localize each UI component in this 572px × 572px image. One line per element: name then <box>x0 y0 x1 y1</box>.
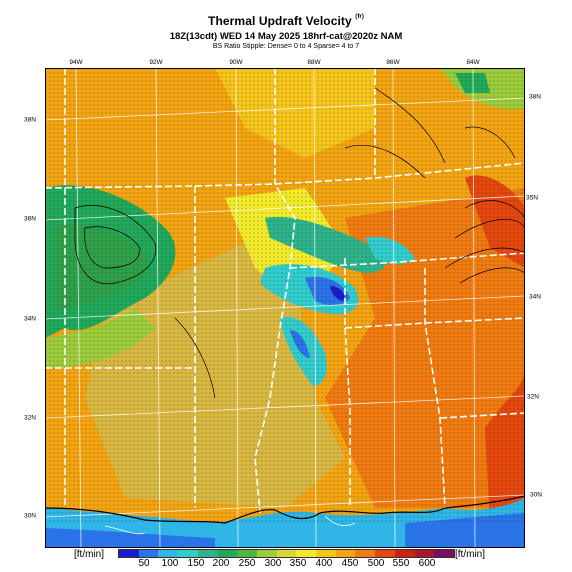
colorbar-label-150: 150 <box>187 558 205 569</box>
gulf-deep <box>45 528 215 548</box>
colorbar-label-50: 50 <box>138 558 150 569</box>
state-borders <box>45 68 525 514</box>
colorbar-segment <box>158 550 179 557</box>
lat-label-left-32n: 32N <box>24 414 36 422</box>
lon-label-90w: 90W <box>229 59 243 66</box>
colorbar-segment <box>256 550 277 557</box>
colorbar-segment <box>355 550 376 557</box>
colorbar-label-450: 450 <box>341 558 359 569</box>
lat-label-left-30n: 30N <box>24 512 36 520</box>
colorbar-label-550: 550 <box>392 558 410 569</box>
legend-unit-left: [ft/min] <box>74 549 105 560</box>
colorbar-segment <box>237 550 257 557</box>
colorbar-segment <box>119 550 139 557</box>
map-title: Thermal Updraft Velocity (fr) <box>0 14 572 28</box>
water-outlines <box>104 515 356 535</box>
colorbar-segment <box>335 550 356 557</box>
colorbar-label-200: 200 <box>212 558 230 569</box>
lon-label-84w: 84W <box>466 59 480 66</box>
coastline <box>45 495 525 524</box>
legend-unit-right: [ft/min] <box>455 549 486 560</box>
lon-label-94w: 94W <box>69 59 83 66</box>
colorbar-label-600: 600 <box>418 558 436 569</box>
title-unit: (fr) <box>355 14 364 20</box>
lat-label-left-34n: 34N <box>24 315 36 323</box>
lat-label-left-36n: 36N <box>24 215 36 223</box>
colorbar-segment <box>178 550 198 557</box>
updraft-map <box>45 68 525 548</box>
colorbar <box>118 549 455 558</box>
lon-label-88w: 88W <box>307 59 321 66</box>
colorbar-segment <box>316 550 336 557</box>
lat-label-right-35n: 35N <box>526 194 538 202</box>
stipple-legend-text: BS Ratio Stipple: Dense= 0 to 4 Sparse= … <box>212 43 360 50</box>
colorbar-segment <box>296 550 317 557</box>
colorbar-segment <box>394 550 415 557</box>
valid-time: 18Z(13cdt) WED 14 May 2025 <box>169 31 301 42</box>
colorbar-segment <box>375 550 395 557</box>
colorbar-segment <box>414 550 435 557</box>
lon-label-86w: 86W <box>386 59 400 66</box>
lat-label-right-30n: 30N <box>530 491 542 499</box>
lat-label-right-32n: 32N <box>527 393 539 401</box>
colorbar-label-250: 250 <box>238 558 256 569</box>
colorbar-segment <box>138 550 159 557</box>
valid-time-line: 18Z(13cdt) WED 14 May 2025 18hrf-cat@202… <box>0 31 572 42</box>
colorbar-label-400: 400 <box>315 558 333 569</box>
colorbar-segment <box>197 550 218 557</box>
colorbar-segment <box>276 550 297 557</box>
colorbar-label-300: 300 <box>264 558 282 569</box>
terrain-contours <box>74 87 525 399</box>
lat-label-right-38n: 38N <box>529 93 541 101</box>
lon-label-92w: 92W <box>149 59 163 66</box>
map-border <box>45 68 525 548</box>
run-label: 18hrf-cat@2020z NAM <box>302 31 403 42</box>
lat-label-right-34n: 34N <box>529 293 541 301</box>
colorbar-label-100: 100 <box>161 558 179 569</box>
colorbar-label-350: 350 <box>289 558 307 569</box>
colorbar-segment <box>217 550 238 557</box>
title-text: Thermal Updraft Velocity <box>208 14 352 28</box>
colorbar-segment <box>434 550 454 557</box>
lat-label-left-38n: 38N <box>24 116 36 124</box>
latlon-grid <box>45 68 525 548</box>
colorbar-label-500: 500 <box>367 558 385 569</box>
